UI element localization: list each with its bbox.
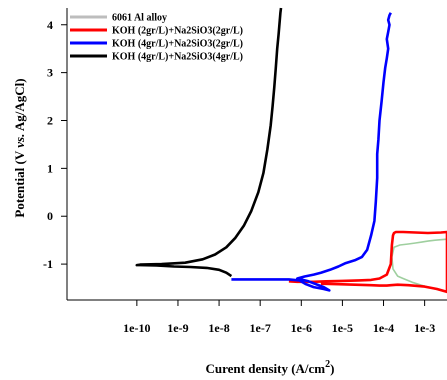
y-tick-label: 0 [47, 209, 53, 223]
legend-entry-0: 6061 Al alloy [112, 13, 167, 24]
series-line-0 [391, 238, 447, 293]
x-tick-label: 1e-6 [291, 321, 312, 335]
y-tick-label: 3 [47, 66, 53, 80]
y-tick-label: -1 [43, 257, 53, 271]
x-tick-label: 1e-4 [373, 321, 394, 335]
legend-entry-2: KOH (4gr/L)+Na2SiO3(2gr/L) [112, 39, 243, 50]
series-layer [135, 7, 447, 294]
y-tick-label: 2 [47, 113, 53, 127]
y-tick-label: 4 [47, 18, 53, 32]
x-tick-label: 1e-5 [332, 321, 353, 335]
x-tick-label: 1e-7 [250, 321, 271, 335]
series-line-3 [135, 7, 283, 278]
x-tick-label: 1e-9 [167, 321, 188, 335]
series-line-2 [231, 12, 392, 292]
legend: 6061 Al alloy KOH (2gr/L)+Na2SiO3(2gr/L) K… [70, 13, 243, 63]
legend-entry-3: KOH (4gr/L)+Na2SiO3(4gr/L) [112, 52, 243, 63]
x-axis-label: Curent density (A/cm2) [206, 359, 335, 376]
y-axis-label: Potential (V vs. Ag/AgCl) [12, 78, 27, 217]
x-tick-label: 1e-10 [123, 321, 150, 335]
legend-entry-1: KOH (2gr/L)+Na2SiO3(2gr/L) [112, 26, 243, 37]
y-tick-label: 1 [47, 161, 53, 175]
x-tick-label: 1e-8 [208, 321, 229, 335]
x-tick-label: 1e-3 [414, 321, 435, 335]
series-line-1 [288, 230, 447, 294]
axes-layer: 1e-10 1e-9 1e-8 1e-7 1e-6 1e-5 1e-4 1e-3 -1 0 1 2 3 4 [43, 8, 447, 335]
